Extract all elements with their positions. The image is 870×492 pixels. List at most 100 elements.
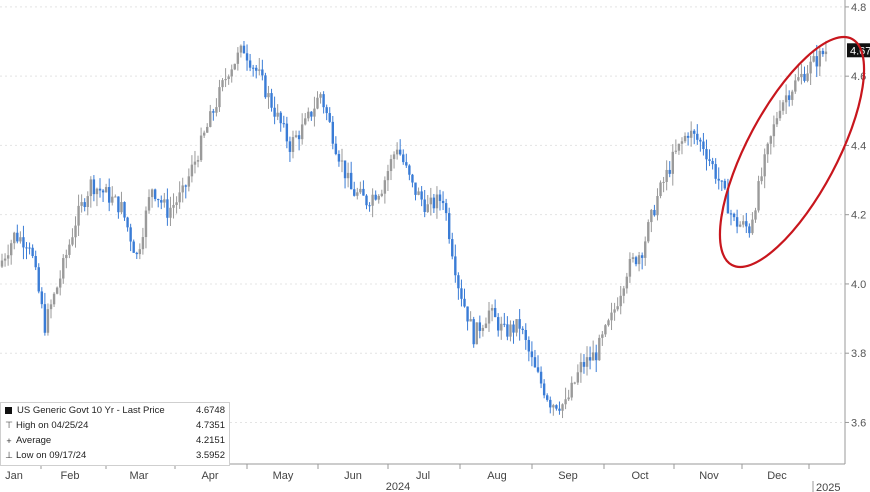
candle-body: [380, 193, 384, 196]
low-marker-icon: ⊥: [5, 450, 13, 460]
candle-body: [319, 94, 322, 98]
candle-body: [748, 226, 751, 234]
candle-body: [395, 149, 399, 155]
last-price-label: 4.67: [850, 45, 870, 57]
candle-body: [313, 108, 316, 117]
candle-body: [607, 320, 610, 326]
candle-body: [601, 334, 604, 338]
candle-body: [16, 232, 19, 242]
candle-body: [377, 195, 380, 200]
candle-body: [463, 298, 466, 307]
candle-body: [680, 141, 684, 144]
x-tick-label: Sep: [558, 470, 578, 482]
candle-body: [175, 202, 178, 206]
candle-body: [546, 395, 549, 400]
last-price-marker-icon: [5, 407, 12, 414]
candle-body: [512, 324, 515, 333]
candle-body: [371, 194, 374, 206]
candle-body: [478, 322, 482, 331]
candle-body: [552, 405, 555, 408]
candle-body: [659, 182, 662, 197]
candle-body: [742, 221, 745, 225]
candle-body: [472, 319, 475, 345]
candle-body: [178, 192, 181, 203]
candle-body: [588, 357, 592, 361]
candle-body: [591, 352, 595, 361]
candle-body: [637, 255, 641, 265]
candle-body: [386, 171, 390, 181]
candle-body: [763, 154, 766, 177]
candle-body: [778, 110, 782, 119]
candle-body: [288, 141, 292, 152]
candle-body: [19, 237, 22, 242]
candle-body: [221, 80, 224, 88]
candle-body: [542, 383, 546, 396]
candle-body: [616, 306, 619, 310]
y-tick-label: 4.8: [851, 2, 866, 14]
candle-body: [58, 278, 62, 288]
candle-body: [166, 199, 169, 218]
candle-body: [662, 181, 665, 183]
candle-body: [147, 197, 151, 211]
candle-body: [561, 404, 564, 411]
candle-body: [570, 382, 573, 398]
candle-body: [579, 362, 583, 373]
candle-body: [92, 179, 96, 195]
x-tick-label: Nov: [699, 470, 719, 482]
candle-body: [438, 194, 442, 201]
candle-body: [22, 237, 25, 248]
high-marker-icon: ⊤: [5, 420, 13, 430]
candle-body: [270, 93, 273, 108]
candle-body: [86, 196, 89, 207]
candle-body: [230, 69, 233, 77]
candle-body: [169, 207, 172, 218]
candle-body: [717, 178, 720, 181]
candle-body: [598, 337, 601, 361]
candle-body: [236, 52, 240, 64]
candle-body: [37, 267, 40, 292]
candle-body: [239, 45, 243, 53]
x-tick-label: Jul: [416, 470, 430, 482]
candle-body: [610, 312, 613, 321]
candle-body: [294, 135, 298, 138]
x-axis-year-label: 2024: [386, 481, 410, 492]
candle-body: [576, 372, 580, 383]
candle-body: [187, 176, 191, 187]
candle-body: [104, 187, 108, 193]
candle-body: [699, 139, 702, 142]
candle-body: [757, 181, 760, 211]
candle-body: [126, 217, 129, 228]
candle-body: [346, 172, 350, 179]
candle-body: [791, 91, 794, 100]
legend-row-average: + Average 4.2151: [1, 433, 229, 448]
candle-body: [334, 143, 338, 155]
candle-body: [674, 150, 678, 152]
candlestick-series: [0, 40, 828, 419]
y-tick-label: 4.4: [851, 140, 866, 152]
candle-body: [129, 227, 132, 242]
candle-body: [71, 237, 74, 245]
candle-body: [432, 197, 436, 209]
candle-body: [640, 255, 644, 258]
candle-body: [62, 258, 65, 279]
candle-body: [74, 225, 77, 238]
candle-body: [766, 143, 769, 155]
candle-body: [307, 111, 310, 119]
candle-body: [68, 244, 71, 255]
candle-body: [135, 252, 138, 255]
candle-body: [245, 53, 249, 61]
x-tick-label: Apr: [201, 470, 218, 482]
candle-body: [671, 151, 674, 174]
candle-body: [163, 199, 166, 203]
candle-body: [25, 247, 28, 249]
candle-body: [285, 123, 289, 142]
candle-body: [297, 135, 301, 140]
candle-body: [304, 118, 307, 125]
candle-body: [582, 362, 586, 367]
legend-value: 4.6748: [195, 405, 225, 416]
candle-body: [120, 202, 123, 213]
candle-body: [466, 306, 469, 322]
candle-body: [150, 189, 154, 198]
candle-body: [493, 308, 497, 318]
legend-label: Average: [16, 435, 52, 446]
